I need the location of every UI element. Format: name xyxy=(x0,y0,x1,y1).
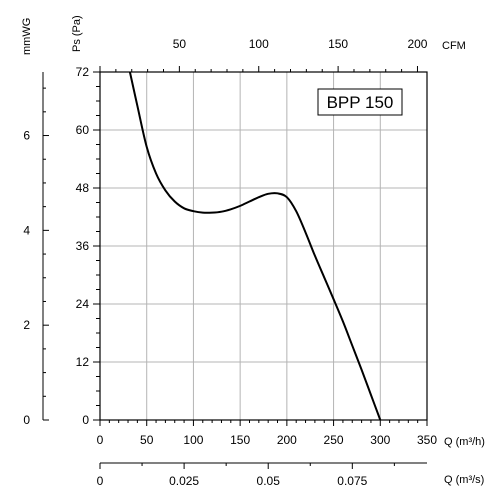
title-box: BPP 150 xyxy=(317,88,403,116)
x-bottom-tick-label: 300 xyxy=(370,433,390,447)
y-left-tick-label: 72 xyxy=(76,65,90,79)
y-left-tick-label: 60 xyxy=(76,123,90,137)
x-flow-tick-label: 0.075 xyxy=(337,474,367,488)
series-curve xyxy=(128,71,382,421)
x-bottom-tick-label: 150 xyxy=(230,433,250,447)
x-bottom-tick-label: 100 xyxy=(183,433,203,447)
tick-marks xyxy=(43,66,428,469)
x-axis-label-m3s: Q (m³/s) xyxy=(444,474,484,486)
x-top-tick-label: 150 xyxy=(328,37,348,51)
y-mmwg-tick-label: 4 xyxy=(23,223,30,237)
x-flow-tick-label: 0 xyxy=(97,474,104,488)
x-axis-label-m3h: Q (m³/h) xyxy=(444,436,485,448)
y-mmwg-tick-label: 0 xyxy=(23,413,30,427)
y-axis-label-mmwg: mmWG xyxy=(21,18,33,55)
y-axis-label-pa: Ps (Pa) xyxy=(71,15,83,52)
y-mmwg-tick-label: 2 xyxy=(23,318,30,332)
y-left-tick-label: 36 xyxy=(76,239,90,253)
y-mmwg-tick-label: 6 xyxy=(23,129,30,143)
x-flow-tick-label: 0.025 xyxy=(169,474,199,488)
x-bottom-tick-label: 250 xyxy=(324,433,344,447)
x-top-tick-label: 50 xyxy=(173,37,187,51)
title-frame xyxy=(317,88,403,116)
y-left-tick-label: 0 xyxy=(82,413,89,427)
x-flow-tick-label: 0.05 xyxy=(257,474,281,488)
grid xyxy=(100,72,427,420)
chart-title: BPP 150 xyxy=(327,93,394,112)
x-bottom-tick-label: 200 xyxy=(277,433,297,447)
x-top-tick-label: 200 xyxy=(407,37,427,51)
y-left-tick-label: 48 xyxy=(76,181,90,195)
x-axis-label-cfm: CFM xyxy=(442,40,466,52)
x-bottom-tick-label: 350 xyxy=(417,433,437,447)
y-left-tick-label: 12 xyxy=(76,355,90,369)
x-bottom-tick-label: 50 xyxy=(140,433,154,447)
y-left-tick-label: 24 xyxy=(76,297,90,311)
x-bottom-tick-label: 0 xyxy=(97,433,104,447)
x-top-tick-label: 100 xyxy=(249,37,269,51)
